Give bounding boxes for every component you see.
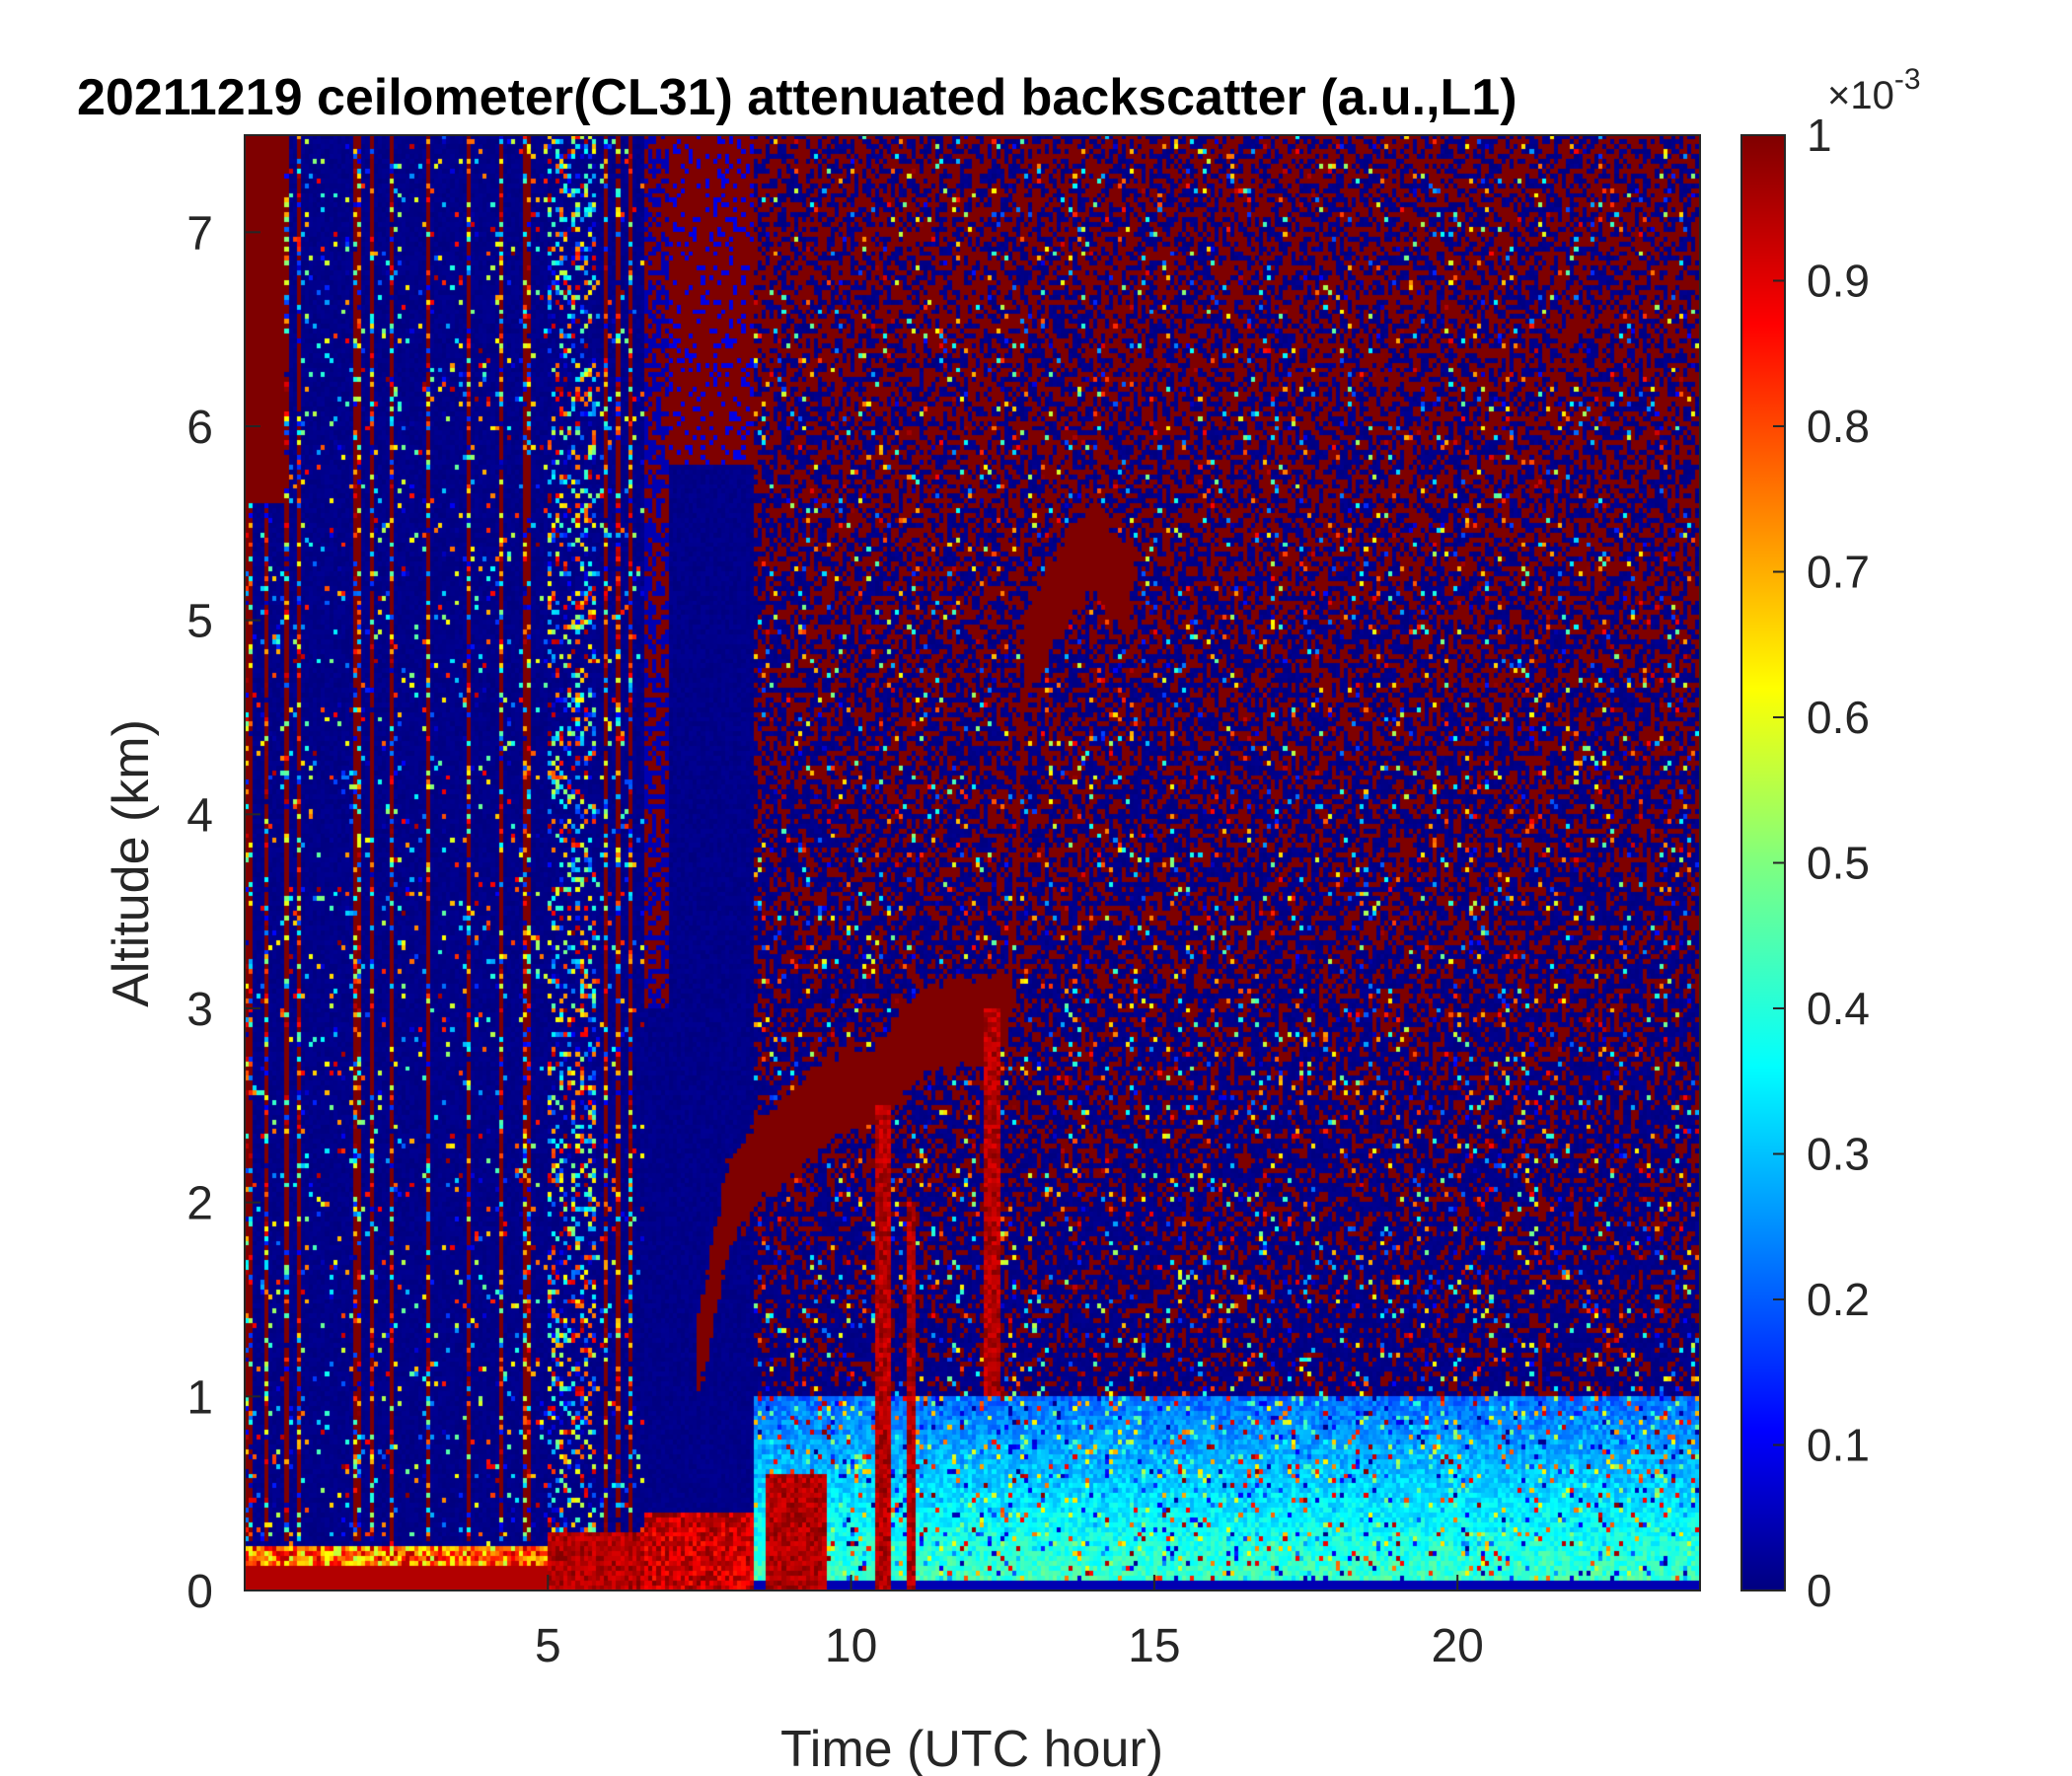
colorbar-scale-base: ×10	[1827, 74, 1894, 117]
y-tick-label: 7	[186, 207, 213, 259]
colorbar-tick-label: 0.1	[1807, 1420, 1870, 1471]
y-axis-label: Altitude (km)	[103, 719, 160, 1007]
y-tick-label: 0	[186, 1566, 213, 1618]
colorbar: 0 0.1 0.2 0.3 0.4 0.5 0.6 0.7 0.8 0.9 1 ×10-3	[1740, 63, 1921, 1616]
x-tick-label: 5	[535, 1620, 561, 1672]
colorbar-tick-label: 0.2	[1807, 1274, 1870, 1325]
colorbar-tick-label: 0.7	[1807, 547, 1870, 598]
colorbar-tick-label: 0.9	[1807, 256, 1870, 307]
y-tick-label: 4	[186, 789, 213, 842]
colorbar-tick-label: 0.3	[1807, 1129, 1870, 1180]
y-axis: 0 1 2 3 4 5 6 7	[186, 207, 260, 1618]
colorbar-tick-label: 0	[1807, 1565, 1832, 1616]
y-tick-label: 5	[186, 596, 213, 648]
chart-title: 20211219 ceilometer(CL31) attenuated bac…	[77, 69, 1517, 126]
colorbar-tick-label: 0.4	[1807, 983, 1870, 1034]
colorbar-tick-label: 0.8	[1807, 401, 1870, 452]
colorbar-tick-label: 1	[1807, 110, 1832, 161]
plot-area	[244, 134, 1701, 1591]
heatmap-foreign	[245, 135, 1700, 1591]
x-tick-label: 15	[1128, 1620, 1180, 1672]
y-tick-label: 1	[186, 1371, 213, 1424]
x-axis-label: Time (UTC hour)	[780, 1721, 1163, 1776]
y-tick-label: 2	[186, 1178, 213, 1230]
plot-frame	[244, 134, 1701, 1591]
x-tick-label: 10	[825, 1620, 877, 1672]
y-tick-label: 3	[186, 984, 213, 1036]
colorbar-tick-label: 0.6	[1807, 692, 1870, 743]
heatmap-image	[245, 135, 1700, 1591]
colorbar-tick-label: 0.5	[1807, 838, 1870, 889]
colorbar-scale-label: ×10-3	[1827, 63, 1921, 117]
x-tick-label: 20	[1431, 1620, 1483, 1672]
y-tick-label: 6	[186, 402, 213, 454]
colorbar-scale-exp: -3	[1894, 63, 1921, 96]
x-axis: 5 10 15 20	[535, 1575, 1484, 1672]
